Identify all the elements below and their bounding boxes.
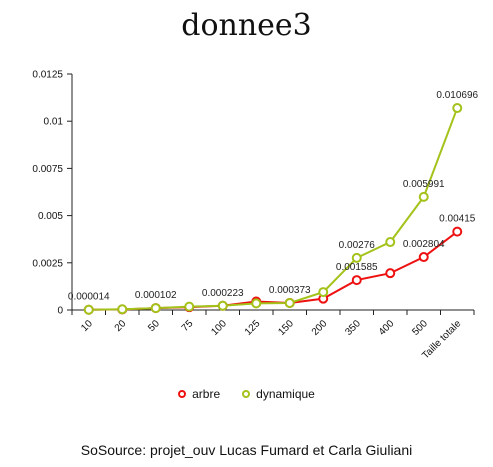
y-tick-label: 0.01 bbox=[44, 117, 64, 128]
data-point-dynamique[interactable] bbox=[117, 304, 128, 315]
x-tick-label: 100 bbox=[209, 318, 229, 338]
data-point-dynamique[interactable] bbox=[184, 301, 195, 312]
data-point-arbre[interactable] bbox=[418, 252, 429, 263]
legend-item-dynamique[interactable]: dynamique bbox=[242, 387, 315, 401]
x-tick-label: 10 bbox=[79, 318, 95, 334]
data-point-dynamique[interactable] bbox=[83, 304, 94, 315]
data-label-dynamique: 0.000373 bbox=[269, 285, 311, 296]
legend-marker-arbre bbox=[178, 390, 187, 398]
x-tick-label: 500 bbox=[410, 318, 430, 338]
legend-label-arbre: arbre bbox=[192, 387, 221, 401]
series-line-dynamique bbox=[88, 107, 459, 311]
data-point-dynamique[interactable] bbox=[251, 298, 262, 309]
legend-item-arbre[interactable]: arbre bbox=[178, 387, 220, 401]
data-point-dynamique[interactable] bbox=[418, 191, 429, 202]
x-tick-label: 400 bbox=[377, 318, 397, 338]
data-label-dynamique: 0.00276 bbox=[339, 240, 376, 251]
data-point-arbre[interactable] bbox=[452, 226, 463, 237]
y-tick-label: 0.0125 bbox=[32, 70, 63, 81]
data-point-dynamique[interactable] bbox=[452, 103, 463, 114]
y-tick-label: 0.0025 bbox=[32, 258, 63, 269]
data-label-dynamique: 0.000223 bbox=[202, 288, 244, 299]
x-tick-label: 200 bbox=[310, 318, 330, 338]
x-tick-label: 350 bbox=[343, 318, 363, 338]
data-point-dynamique[interactable] bbox=[318, 287, 329, 298]
source-caption: SoSource: projet_ouv Lucas Fumard et Car… bbox=[80, 442, 413, 458]
x-tick-label: 75 bbox=[180, 318, 196, 334]
legend-label-dynamique: dynamique bbox=[256, 387, 315, 401]
data-point-dynamique[interactable] bbox=[351, 252, 362, 263]
data-point-dynamique[interactable] bbox=[217, 300, 228, 311]
data-point-arbre[interactable] bbox=[385, 268, 396, 279]
x-tick-label: 125 bbox=[243, 318, 263, 338]
data-point-dynamique[interactable] bbox=[284, 297, 295, 308]
data-label-dynamique: 0.010696 bbox=[436, 90, 478, 101]
data-label-arbre: 0.001585 bbox=[336, 262, 378, 273]
x-tick-label: 50 bbox=[146, 318, 162, 334]
y-tick-label: 0.0075 bbox=[32, 164, 63, 175]
data-label-dynamique: 0.005991 bbox=[403, 179, 445, 190]
legend: arbre dynamique bbox=[0, 387, 493, 401]
y-tick-label: 0.005 bbox=[38, 211, 63, 222]
data-point-arbre[interactable] bbox=[351, 275, 362, 286]
data-label-dynamique: 0.000102 bbox=[135, 290, 177, 301]
y-tick-label: 0 bbox=[57, 306, 63, 317]
data-label-arbre: 0.002804 bbox=[403, 239, 445, 250]
chart-title: donnee3 bbox=[181, 8, 312, 43]
data-label-arbre: 0.00415 bbox=[439, 214, 476, 225]
x-tick-label: 150 bbox=[276, 318, 296, 338]
data-point-dynamique[interactable] bbox=[150, 303, 161, 314]
data-label-dynamique: 0.000014 bbox=[68, 292, 110, 303]
x-tick-label: 20 bbox=[113, 318, 129, 334]
data-point-dynamique[interactable] bbox=[385, 237, 396, 248]
legend-marker-dynamique bbox=[242, 390, 251, 398]
